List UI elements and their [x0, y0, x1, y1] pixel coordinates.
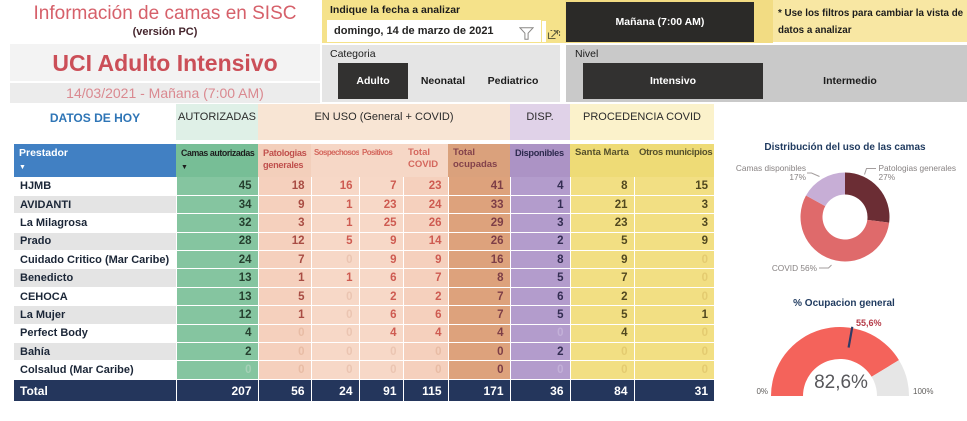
svg-text:17%: 17%: [789, 172, 806, 182]
svg-text:Patologias generales: Patologias generales: [879, 163, 957, 173]
svg-text:% Ocupacion general: % Ocupacion general: [793, 298, 895, 309]
svg-text:COVID 56%: COVID 56%: [772, 263, 818, 273]
svg-text:Distribución del uso de las ca: Distribución del uso de las camas: [764, 142, 926, 153]
svg-text:55,6%: 55,6%: [856, 318, 882, 328]
svg-text:82,6%: 82,6%: [814, 372, 868, 393]
svg-text:0%: 0%: [756, 387, 768, 396]
svg-text:100%: 100%: [913, 387, 933, 396]
svg-text:Camas disponibles: Camas disponibles: [736, 163, 806, 173]
svg-text:27%: 27%: [879, 172, 896, 182]
